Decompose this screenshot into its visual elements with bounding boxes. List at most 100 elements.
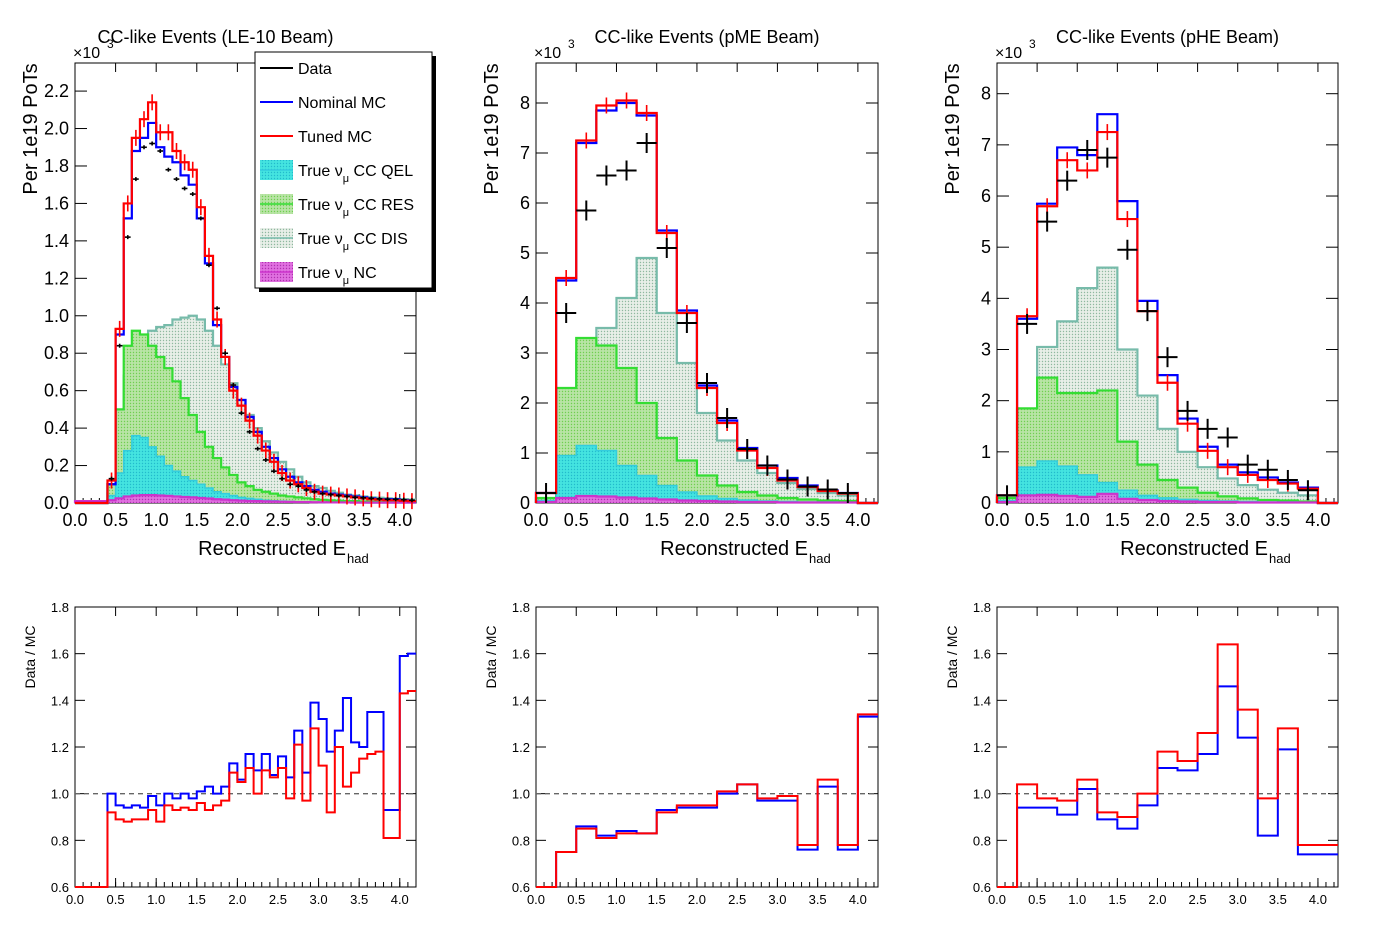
mc-line-res [995, 376, 1338, 505]
main-xtick-label: 1.0 [1065, 510, 1090, 530]
main-xtick-label: 2.5 [265, 510, 290, 530]
main-ytick-label: 3 [981, 340, 991, 360]
legend: Data Nominal MC Tuned MC True νμ CC QEL True… [254, 51, 436, 292]
y-axis-label: Per 1e19 PoTs [20, 63, 42, 194]
ratio-ytick-label: 1.8 [512, 600, 530, 615]
legend-label-sub: μ [343, 241, 349, 253]
ratio-ytick-label: 1.4 [512, 693, 530, 708]
legend-label-sub: μ [343, 173, 349, 185]
main-xtick-label: 1.5 [1105, 510, 1130, 530]
ratio-xtick-label: 2.5 [269, 892, 287, 907]
exponent-power: 3 [568, 37, 575, 51]
main-ytick-label: 1.8 [44, 156, 69, 176]
ratio-ytick-label: 1.6 [512, 647, 530, 662]
chart-panel-3: 0.0 0.5 1.0 1.5 2.0 2.5 3.0 3.5 4.0 0 1 2 3 4 5 6 7 8 CC-l… [942, 27, 1339, 907]
main-ytick-label: 5 [520, 243, 530, 263]
main-xtick-label: 1.5 [184, 510, 209, 530]
ratio-xtick-label: 2.5 [728, 892, 746, 907]
ratio-ytick-label: 1.2 [512, 740, 530, 755]
main-ytick-label: 7 [981, 135, 991, 155]
ratio-nominal-line [75, 652, 416, 888]
main-ytick-label: 1 [520, 443, 530, 463]
main-xtick-label: 1.0 [604, 510, 629, 530]
main-xtick-label: 2.0 [225, 510, 250, 530]
ratio-ytick-label: 1.0 [512, 787, 530, 802]
mc-line-dis [995, 266, 1338, 505]
ratio-ytick-label: 1.8 [51, 600, 69, 615]
main-xtick-label: 0.5 [103, 510, 128, 530]
ratio-ytick-label: 0.8 [973, 833, 991, 848]
x-axis-label: Reconstructed E [1120, 538, 1268, 560]
main-ytick-label: 3 [520, 343, 530, 363]
ratio-xtick-label: 1.5 [188, 892, 206, 907]
ratio-ytick-label: 1.8 [973, 600, 991, 615]
ratio-xtick-label: 0.0 [988, 892, 1006, 907]
mc-fill-res [997, 377, 1338, 503]
ratio-xtick-label: 3.0 [1229, 892, 1247, 907]
ratio-xtick-label: 0.5 [567, 892, 585, 907]
mc-line-res [534, 336, 878, 505]
mc-fill-qel [536, 445, 878, 503]
main-ytick-label: 1.0 [44, 306, 69, 326]
ratio-ytick-label: 1.6 [51, 647, 69, 662]
chart-title: CC-like Events (LE-10 Beam) [97, 27, 333, 47]
ratio-xtick-label: 2.0 [228, 892, 246, 907]
legend-label: True νμ CC QEL [298, 163, 413, 185]
x-axis-label-sub: had [347, 551, 369, 566]
main-ytick-label: 6 [520, 193, 530, 213]
exponent-label: ×10 [534, 45, 561, 62]
legend-label: True νμ CC RES [298, 197, 414, 219]
ratio-xtick-label: 2.0 [1148, 892, 1166, 907]
main-ytick-label: 1.2 [44, 268, 69, 288]
ratio-xtick-label: 2.5 [1189, 892, 1207, 907]
mc-fill-nc [75, 495, 416, 503]
ratio-ytick-label: 0.8 [51, 833, 69, 848]
mc-line-res [75, 329, 416, 505]
main-ytick-label: 0.0 [44, 493, 69, 513]
main-xtick-label: 2.5 [1185, 510, 1210, 530]
ratio-xtick-label: 4.0 [391, 892, 409, 907]
legend-label: Tuned MC [298, 129, 372, 146]
ratio-ytick-label: 0.6 [512, 880, 530, 895]
ratio-xtick-label: 1.5 [648, 892, 666, 907]
main-xtick-label: 4.0 [387, 510, 412, 530]
exponent-power: 3 [1029, 37, 1036, 51]
main-ytick-label: 0.4 [44, 418, 69, 438]
main-ytick-label: 0 [981, 493, 991, 513]
ratio-ytick-label: 1.4 [51, 693, 69, 708]
ratio-ytick-label: 0.8 [512, 833, 530, 848]
main-ytick-label: 2 [520, 393, 530, 413]
main-ytick-label: 0.6 [44, 381, 69, 401]
exponent-label: ×10 [73, 45, 100, 62]
ratio-ytick-label: 1.0 [973, 787, 991, 802]
ratio-frame [535, 606, 879, 888]
ratio-y-axis-label: Data / MC [944, 625, 960, 688]
main-ytick-label: 4 [520, 293, 530, 313]
ratio-xtick-label: 3.0 [310, 892, 328, 907]
ratio-tuned-line [75, 690, 416, 888]
main-xtick-label: 3.5 [1265, 510, 1290, 530]
mc-fill-qel [75, 435, 416, 503]
ratio-frame [996, 606, 1339, 888]
mc-line-nc [995, 492, 1338, 505]
main-xtick-label: 3.0 [306, 510, 331, 530]
main-ytick-label: 8 [981, 84, 991, 104]
ratio-ytick-label: 1.6 [973, 647, 991, 662]
main-xtick-label: 3.0 [1225, 510, 1250, 530]
ratio-xtick-label: 0.0 [527, 892, 545, 907]
main-xtick-label: 0.5 [1025, 510, 1050, 530]
tuned-mc-line [995, 130, 1338, 505]
mc-fill-qel [997, 461, 1338, 503]
ratio-xtick-label: 0.5 [107, 892, 125, 907]
main-xtick-label: 1.0 [144, 510, 169, 530]
legend-label-sub: μ [343, 275, 349, 287]
ratio-xtick-label: 3.5 [1269, 892, 1287, 907]
main-xtick-label: 1.5 [644, 510, 669, 530]
ratio-tuned-line [536, 713, 878, 888]
ratio-xtick-label: 1.5 [1108, 892, 1126, 907]
tuned-mc-line [75, 101, 416, 505]
ratio-ytick-label: 0.6 [51, 880, 69, 895]
ratio-nominal-line [536, 715, 878, 888]
main-xtick-label: 2.0 [1145, 510, 1170, 530]
